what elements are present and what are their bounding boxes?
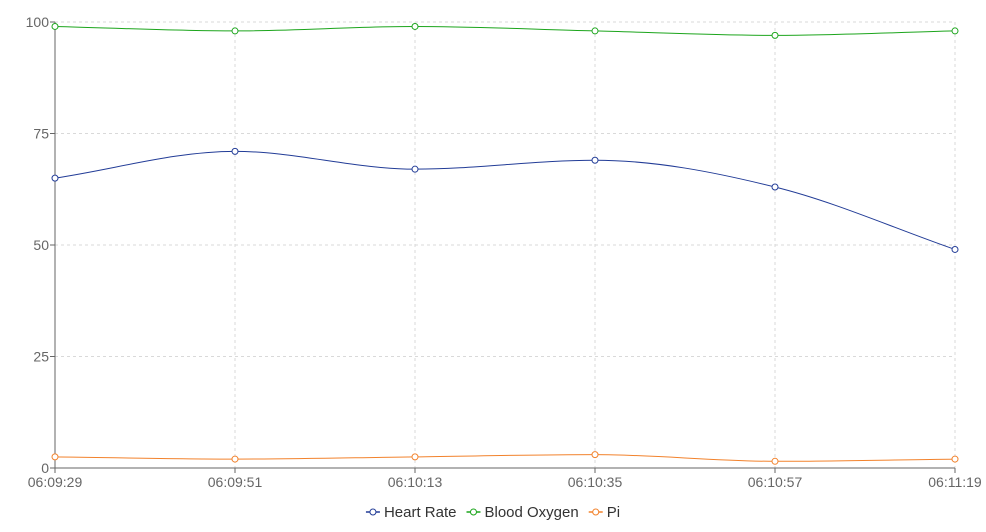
blood-oxygen-point-4[interactable]	[771, 31, 779, 39]
heart-rate-point-2[interactable]	[411, 165, 419, 173]
legend-swatch-dot	[592, 508, 600, 516]
legend-label: Pi	[607, 504, 620, 521]
pi-line	[54, 454, 956, 462]
pi-point-5[interactable]	[951, 455, 959, 463]
blood-oxygen-line	[54, 25, 956, 36]
blood-oxygen-point-1[interactable]	[231, 27, 239, 35]
legend-item-blood-oxygen[interactable]: Blood Oxygen	[466, 504, 579, 521]
pi-point-0[interactable]	[51, 453, 59, 461]
series	[51, 22, 959, 465]
heart-rate-point-5[interactable]	[951, 245, 959, 253]
blood-oxygen-point-3[interactable]	[591, 27, 599, 35]
legend-label: Blood Oxygen	[484, 504, 578, 521]
heart-rate-point-0[interactable]	[51, 174, 59, 182]
legend-swatch-dot	[369, 508, 377, 516]
y-tick-label: 100	[26, 14, 50, 30]
x-tick-label: 06:10:35	[568, 474, 623, 490]
legend-swatch-dot	[469, 508, 477, 516]
x-tick-label: 06:11:19	[928, 474, 982, 490]
grid	[55, 21, 956, 468]
pi-point-1[interactable]	[231, 455, 239, 463]
x-tick-label: 06:09:29	[28, 474, 83, 490]
heart-rate-line	[54, 150, 956, 250]
blood-oxygen-point-2[interactable]	[411, 22, 419, 30]
pi-point-2[interactable]	[411, 453, 419, 461]
pi-point-3[interactable]	[591, 451, 599, 459]
legend-item-pi[interactable]: Pi	[588, 504, 620, 521]
legend-item-heart-rate[interactable]: Heart Rate	[365, 504, 457, 521]
blood-oxygen-point-5[interactable]	[951, 27, 959, 35]
x-tick-label: 06:09:51	[208, 474, 263, 490]
y-tick-label: 0	[41, 460, 49, 476]
heart-rate-point-1[interactable]	[231, 147, 239, 155]
blood-oxygen-point-0[interactable]	[51, 22, 59, 30]
heart-rate-point-3[interactable]	[591, 156, 599, 164]
legend: Heart Rate Blood Oxygen Pi	[365, 504, 620, 521]
y-tick-label: 50	[33, 237, 49, 253]
x-tick-label: 06:10:13	[388, 474, 443, 490]
y-tick-label: 25	[33, 349, 49, 365]
heart-rate-point-4[interactable]	[771, 183, 779, 191]
axes: 0 25 50 75 100 06:09:29 06:09:51 06:10:13 06:10:…	[26, 14, 982, 490]
y-tick-label: 75	[33, 126, 49, 142]
pi-point-4[interactable]	[771, 457, 779, 465]
legend-label: Heart Rate	[384, 504, 457, 521]
x-tick-label: 06:10:57	[748, 474, 803, 490]
